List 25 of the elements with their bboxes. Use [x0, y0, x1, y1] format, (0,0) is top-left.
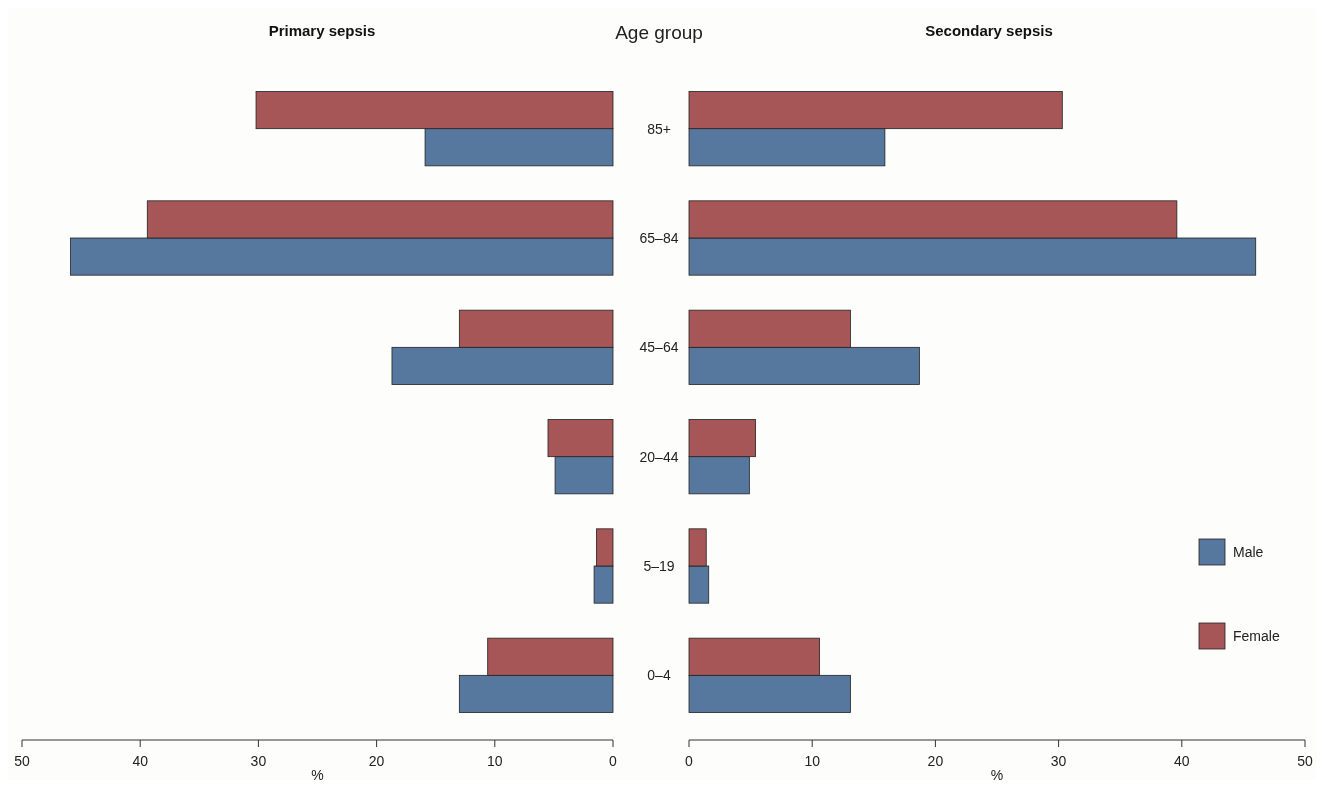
x-tick-label: 0: [609, 753, 618, 769]
x-axis-title: %: [311, 767, 324, 783]
y-tick-label: 45–64: [639, 339, 679, 356]
y-tick-label: 0–4: [647, 667, 671, 684]
x-tick-label: 50: [1297, 753, 1313, 769]
legend-label: Male: [1233, 544, 1264, 560]
x-tick-label: 50: [14, 753, 30, 769]
y-tick-label: 65–84: [639, 230, 679, 246]
x-tick-label: 30: [250, 753, 267, 769]
y-tick-label: 20–44: [639, 448, 679, 465]
y-tick-label: 85+: [647, 120, 671, 137]
legend-label: Female: [1233, 628, 1280, 644]
x-tick-label: 30: [1050, 753, 1067, 769]
y-tick-label: 5–19: [643, 558, 675, 574]
chart-title: Primary sepsis: [268, 22, 376, 39]
x-tick-label: 10: [804, 753, 821, 769]
y-axis-title: Age group: [615, 22, 703, 43]
x-axis-title: %: [990, 767, 1004, 783]
x-tick-label: 40: [1174, 753, 1190, 769]
x-tick-label: 0: [685, 753, 694, 769]
x-tick-label: 10: [487, 753, 503, 769]
x-tick-label: 40: [132, 753, 149, 769]
x-tick-label: 20: [368, 753, 385, 769]
x-tick-label: 20: [927, 753, 944, 769]
chart-title: Secondary sepsis: [925, 22, 1053, 39]
